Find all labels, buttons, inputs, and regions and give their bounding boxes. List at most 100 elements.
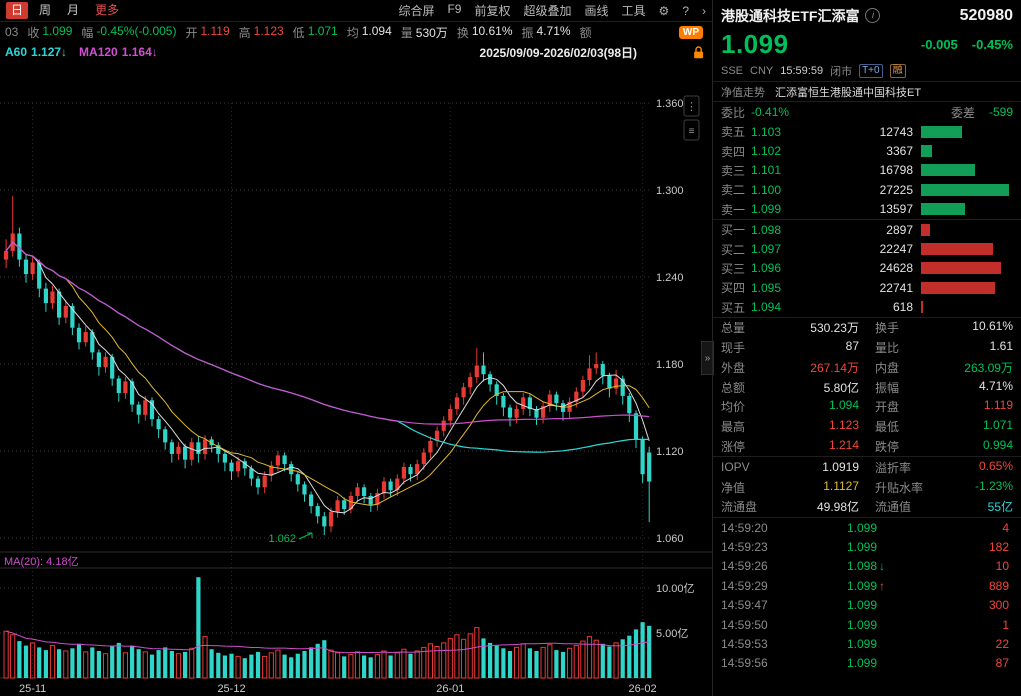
- tab-周[interactable]: 周: [39, 3, 52, 17]
- menu-item-前复权[interactable]: 前复权: [474, 4, 511, 18]
- volume-bar: [328, 649, 334, 679]
- tick-time: 14:59:26: [721, 559, 768, 574]
- candle-body: [183, 446, 188, 460]
- date-range-label[interactable]: 2025/09/09-2026/02/03(98日): [479, 45, 637, 60]
- kline-chart[interactable]: 1.360 1.300 1.240 1.180 1.120 1.060 10.00亿 5.00…: [0, 62, 712, 696]
- margin-badge[interactable]: 融: [889, 63, 906, 78]
- orderbook-bar-cell: [921, 262, 1013, 275]
- candle-body: [17, 233, 22, 260]
- sell-row[interactable]: 卖五 1.103 12743: [713, 122, 1021, 141]
- candle-body: [395, 478, 400, 491]
- volume-bar: [520, 643, 526, 679]
- settings-gear-icon[interactable]: ⚙: [658, 3, 670, 18]
- candle-body: [620, 378, 625, 396]
- tick-price: 1.099: [846, 539, 877, 554]
- buy-row[interactable]: 买三 1.096 24628: [713, 259, 1021, 278]
- tick-price: 1.099: [846, 636, 877, 651]
- volume-bar: [116, 642, 121, 678]
- x-axis-label: 25-12: [217, 683, 245, 695]
- divider: [713, 516, 1021, 518]
- time-and-sales-list[interactable]: 14:59:20 1.099 4 14:59:23 1.099 182 14:59:26 1.…: [713, 518, 1021, 673]
- chevron-right-icon[interactable]: ›: [702, 3, 706, 18]
- info-field-value: 530万: [415, 25, 448, 40]
- volume-bar: [507, 651, 513, 678]
- depth-bar: [921, 125, 962, 138]
- volume-bar: [262, 655, 268, 679]
- candle-body: [587, 368, 592, 380]
- candle-body: [176, 446, 181, 454]
- volume-bar: [315, 643, 320, 678]
- tick-volume: 10: [995, 559, 1009, 574]
- tab-月[interactable]: 月: [67, 3, 80, 17]
- info-field-label: 均: [346, 25, 359, 40]
- info-icon[interactable]: i: [865, 8, 881, 23]
- ma10-line: [5, 241, 650, 506]
- help-icon[interactable]: ?: [682, 3, 689, 18]
- stock-code: 520980: [959, 6, 1013, 24]
- nav-link-row[interactable]: 净值走势 汇添富恒生港股通中国科技ET: [713, 82, 1021, 101]
- stat-cell: 总额 5.80亿: [721, 379, 859, 396]
- stat-label: 换手: [875, 321, 900, 336]
- divider: [713, 456, 1021, 458]
- info-field-value: 1.119: [200, 23, 230, 38]
- stat-value: 1.214: [828, 438, 859, 453]
- stat-label: 最高: [721, 420, 746, 435]
- candle-body: [335, 500, 340, 512]
- panel-divider[interactable]: [712, 0, 713, 696]
- volume-bar: [156, 650, 161, 678]
- stat-row: 均价 1.094 开盘 1.119: [713, 397, 1021, 417]
- candle-body: [415, 464, 420, 475]
- candle-body: [501, 395, 506, 408]
- volume-bar: [63, 650, 69, 679]
- menu-item-综合屏[interactable]: 综合屏: [398, 4, 435, 18]
- candle-body: [309, 494, 314, 507]
- toolbar: 日周 月 更多 综合屏 F9 前复权 超级叠加 画线 工具 ⚙ ? ›: [0, 0, 712, 22]
- buy-row[interactable]: 买二 1.097 22247: [713, 239, 1021, 258]
- sell-row[interactable]: 卖三 1.101 16798: [713, 161, 1021, 180]
- menu-item-超级叠加[interactable]: 超级叠加: [523, 4, 572, 18]
- nav-fund-name[interactable]: 汇添富恒生港股通中国科技ET: [775, 86, 922, 99]
- candle-body: [295, 474, 300, 485]
- lock-icon[interactable]: [693, 45, 704, 59]
- candle-body: [322, 516, 327, 527]
- stat-label: 溢折率: [875, 460, 912, 475]
- wp-badge[interactable]: WP: [678, 25, 703, 39]
- sell-row[interactable]: 卖一 1.099 13597: [713, 200, 1021, 219]
- ma5-line: [5, 241, 650, 514]
- volume-bar: [354, 651, 361, 679]
- buy-row[interactable]: 买一 1.098 2897: [713, 220, 1021, 239]
- menu-item-工具[interactable]: 工具: [621, 4, 646, 18]
- stat-cell: 均价 1.094: [721, 398, 859, 415]
- chart-tool-box: [683, 119, 700, 141]
- buy-row[interactable]: 买五 1.094 618: [713, 298, 1021, 317]
- stat-label: 升贴水率: [875, 480, 924, 495]
- candle-body: [249, 468, 254, 479]
- stat-row: 现手 87 量比 1.61: [713, 338, 1021, 358]
- candle-body: [96, 352, 101, 367]
- tick-time: 14:59:47: [721, 598, 768, 613]
- candle-body: [521, 397, 526, 409]
- orderbook-bar-cell: [921, 203, 1013, 216]
- menu-item-画线[interactable]: 画线: [584, 4, 609, 18]
- tick-time: 14:59:56: [721, 656, 768, 671]
- volume-bar: [620, 639, 625, 678]
- sell-row[interactable]: 卖二 1.100 27225: [713, 180, 1021, 199]
- stat-label: 外盘: [721, 360, 746, 375]
- volume-bar: [163, 647, 168, 678]
- candle-body: [514, 409, 519, 418]
- volume-bar: [183, 651, 188, 678]
- stat-label: 流通盘: [721, 500, 758, 515]
- t0-badge[interactable]: T+0: [859, 63, 883, 78]
- stat-value: 0.994: [982, 438, 1013, 453]
- stat-label: 流通值: [875, 500, 912, 515]
- orderbook-level-label: 买五: [721, 300, 746, 315]
- toolbar-menu-items: 综合屏 F9 前复权 超级叠加 画线 工具: [398, 2, 645, 19]
- stat-cell: 最高 1.123: [721, 418, 859, 435]
- collapse-panel-handle[interactable]: »: [701, 341, 714, 375]
- volume-bar: [103, 653, 109, 679]
- menu-item-F9[interactable]: F9: [447, 2, 462, 16]
- tab-更多[interactable]: 更多: [95, 3, 120, 17]
- tab-日[interactable]: 日: [6, 2, 29, 19]
- sell-row[interactable]: 卖四 1.102 3367: [713, 141, 1021, 160]
- buy-row[interactable]: 买四 1.095 22741: [713, 278, 1021, 297]
